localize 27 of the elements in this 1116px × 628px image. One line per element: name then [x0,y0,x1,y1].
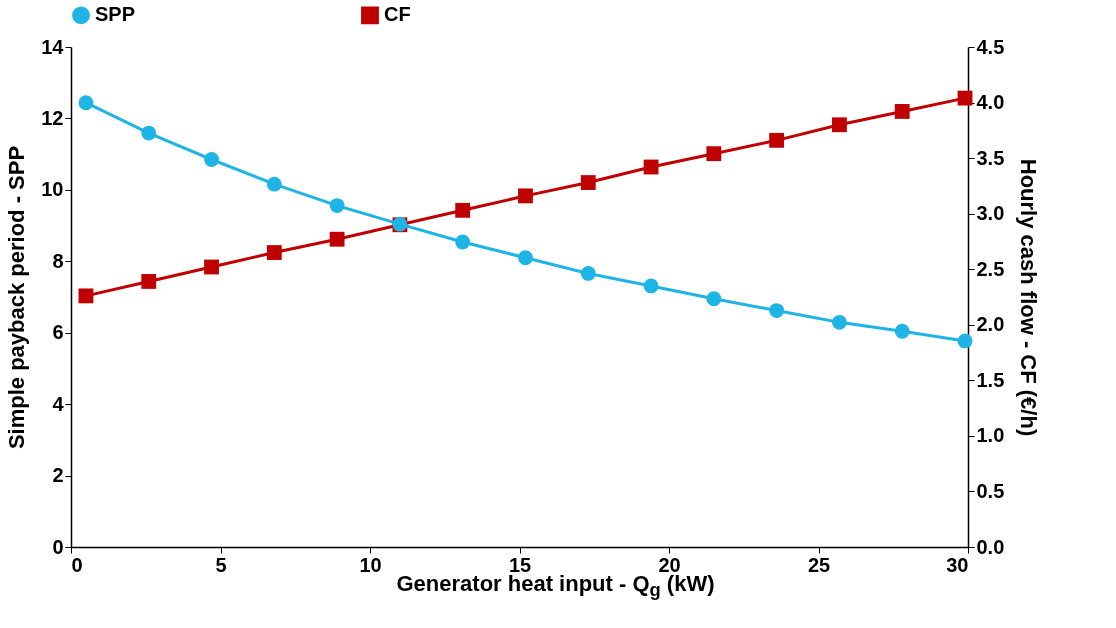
y2-tick-label: 4.5 [976,35,1005,58]
y2-tick-label: 4.0 [976,91,1005,114]
y-tick-label: 14 [41,35,65,58]
x-tick-label: 30 [946,553,969,576]
y-tick-label: 2 [52,464,64,487]
x-tick-label: 0 [71,553,83,576]
y-tick-label: 4 [52,392,65,415]
x-tick-label: 25 [807,553,831,576]
y-axis-title: Simple payback period - SPP [4,145,30,450]
x-tick-label: 5 [215,553,227,576]
y-tick-label: 12 [41,106,64,129]
y-tick-label: 8 [52,249,64,272]
y2-axis-title: Hourly cash flow - CF (€/h) [1016,158,1042,437]
x-tick-label: 10 [359,553,382,576]
legend-label: CF [384,3,411,26]
y2-tick-label: 1.0 [976,424,1005,447]
y2-tick-label: 2.0 [976,313,1005,336]
y-tick-label: 10 [41,178,64,201]
y2-tick-label: 1.5 [976,368,1005,391]
y2-tick-label: 3.0 [976,202,1005,225]
y-tick-label: 6 [52,321,64,344]
y2-tick-label: 0.5 [976,479,1005,502]
y2-tick-label: 0.0 [976,535,1005,558]
y-tick-label: 0 [52,535,64,558]
y2-tick-label: 2.5 [976,257,1005,280]
legend-label: SPP [95,3,136,26]
y2-tick-label: 3.5 [976,146,1005,169]
